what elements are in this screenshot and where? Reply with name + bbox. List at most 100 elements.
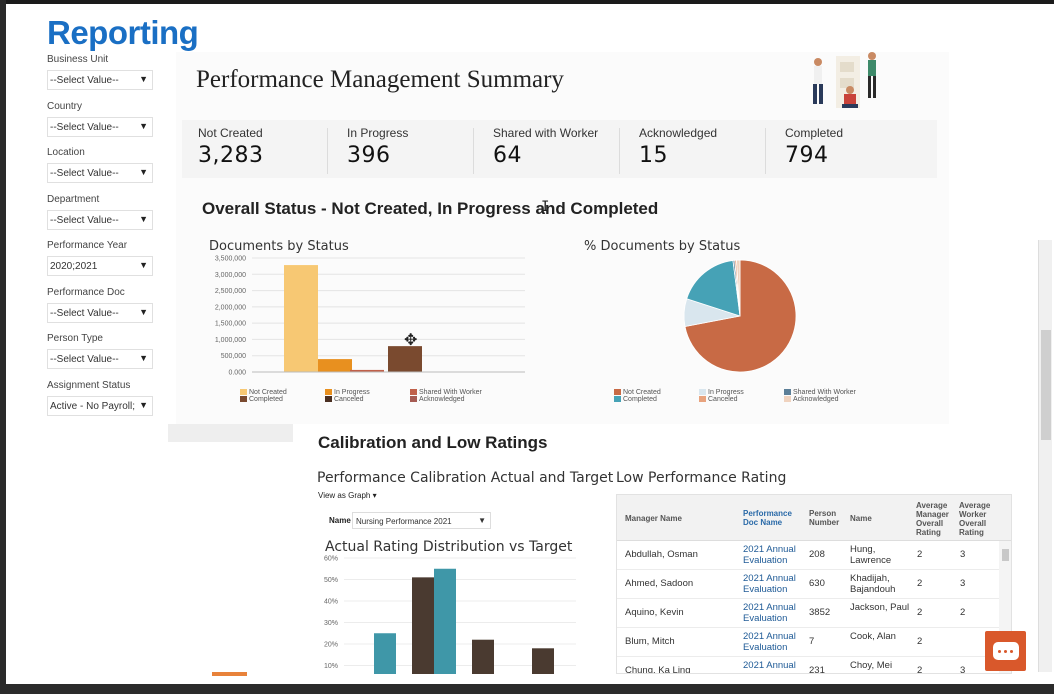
filter-select[interactable]: --Select Value-- ▼	[47, 209, 153, 230]
row-manager-name: Ahmed, Sadoon	[625, 578, 694, 589]
filter-label: Person Type	[47, 333, 103, 344]
chat-button[interactable]	[985, 631, 1026, 671]
filter-select-value: --Select Value--	[50, 214, 119, 226]
pie-chart-legend: Not Created In Progress Shared With Worker…	[614, 389, 884, 407]
table-row[interactable]: Aquino, Kevin 2021 Annual Evaluation 3852 J…	[617, 599, 1001, 628]
name-select[interactable]: Nursing Performance 2021 ▼	[352, 512, 491, 529]
row-performance-doc[interactable]: 2021 Annual Evaluation	[743, 544, 796, 566]
target-rating-bar[interactable]	[434, 568, 456, 674]
chevron-down-icon: ▼	[139, 306, 148, 317]
page-scrollbar[interactable]	[1038, 240, 1052, 672]
col-avg-worker-rating[interactable]: Average Worker Overall Rating	[959, 501, 991, 537]
col-avg-manager-rating[interactable]: Average Manager Overall Rating	[916, 501, 949, 537]
percent-docs-title: % Documents by Status	[584, 239, 741, 254]
bar-in-progress[interactable]	[318, 359, 352, 372]
filter-select[interactable]: 2020;2021 ▼	[47, 256, 153, 276]
filter-select[interactable]: --Select Value-- ▼	[47, 70, 153, 90]
row-worker-rating: 2	[960, 607, 966, 618]
table-row[interactable]: Ahmed, Sadoon 2021 Annual Evaluation 630 Kh…	[617, 570, 1001, 599]
view-as-value[interactable]: Graph	[348, 491, 371, 500]
row-manager-rating: 2	[917, 607, 923, 618]
chevron-down-icon: ▼	[139, 399, 148, 410]
chevron-down-icon: ▼	[478, 516, 486, 525]
row-person-name: Choy, Mei	[850, 660, 893, 671]
chevron-down-icon: ▼	[139, 74, 148, 84]
top-frame-bar	[0, 0, 1054, 4]
table-row[interactable]: Blum, Mitch 2021 Annual Evaluation 7 Cook, …	[617, 628, 1001, 657]
pie-slice-completed[interactable]	[686, 259, 741, 317]
bar-chart-legend: Not Created In Progress Shared With Worker…	[240, 389, 500, 407]
col-person-number[interactable]: Person Number	[809, 509, 840, 527]
bottom-frame-bar	[0, 684, 1054, 694]
row-person-number: 208	[809, 549, 825, 560]
kpi-separator	[473, 128, 474, 174]
y-tick-label: 50%	[324, 577, 338, 584]
kpi-tile: Shared with Worker 64	[493, 126, 633, 168]
filter-label: Location	[47, 147, 85, 158]
kpi-tile: Completed 794	[785, 126, 925, 168]
documents-by-status-chart[interactable]: 3,500,000 3,000,000 2,500,000 2,000,000 1,50…	[200, 252, 540, 384]
percent-documents-pie-chart[interactable]	[680, 258, 804, 374]
page-scroll-thumb[interactable]	[1041, 330, 1051, 440]
legend-label: Not Created	[249, 389, 287, 396]
actual-rating-bar[interactable]	[532, 648, 554, 674]
legend-swatch	[240, 389, 247, 396]
col-manager-name[interactable]: Manager Name	[625, 514, 682, 523]
filter-select[interactable]: --Select Value-- ▼	[47, 116, 153, 137]
legend-label: Completed	[623, 396, 657, 403]
kpi-label: Shared with Worker	[493, 126, 599, 140]
col-performance-doc-name[interactable]: Performance Doc Name	[743, 509, 792, 527]
y-tick-label: 500,000	[221, 353, 246, 360]
filter-select[interactable]: Active - No Payroll; ▼	[47, 395, 153, 416]
table-row[interactable]: Abdullah, Osman 2021 Annual Evaluation 208…	[617, 541, 1001, 570]
col-name[interactable]: Name	[850, 514, 872, 523]
row-manager-name: Chung, Ka Ling	[625, 665, 691, 674]
kpi-label: In Progress	[347, 126, 409, 140]
legend-label: Not Created	[623, 389, 661, 396]
row-person-name: Cook, Alan	[850, 631, 896, 642]
actual-rating-bar[interactable]	[472, 639, 494, 674]
row-performance-doc[interactable]: 2021 Annual	[743, 660, 796, 671]
row-person-name: Khadijah, Bajandouh	[850, 573, 896, 595]
pie-slice-acknowledged[interactable]	[736, 259, 741, 317]
page-title: Performance Management Summary	[196, 66, 564, 93]
table-row[interactable]: Chung, Ka Ling 2021 Annual 231 Choy, Mei 2 3	[617, 657, 1001, 674]
legend-item: Canceled	[325, 396, 364, 403]
row-manager-rating: 2	[917, 578, 923, 589]
bar-not-created[interactable]	[284, 265, 318, 372]
legend-item: Completed	[614, 396, 657, 403]
row-performance-doc[interactable]: 2021 Annual Evaluation	[743, 602, 796, 624]
filter-select[interactable]: --Select Value-- ▼	[47, 302, 153, 323]
row-worker-rating: 3	[960, 665, 966, 674]
row-performance-doc[interactable]: 2021 Annual Evaluation	[743, 573, 796, 595]
legend-label: Acknowledged	[793, 396, 839, 403]
rating-distribution-chart[interactable]: 60% 50% 40% 30% 20% 10%	[318, 552, 580, 674]
calibration-heading: Calibration and Low Ratings	[318, 433, 548, 452]
pie-slice-not-created[interactable]	[684, 259, 797, 373]
legend-label: In Progress	[334, 389, 370, 396]
bar-shared-with-worker[interactable]	[350, 369, 384, 372]
row-person-name: Hung, Lawrence	[850, 544, 892, 566]
target-rating-bar[interactable]	[374, 633, 396, 674]
faded-placeholder	[168, 424, 293, 442]
legend-item: Acknowledged	[784, 396, 839, 403]
view-as-control[interactable]: View as Graph ▾	[318, 491, 377, 500]
move-cursor-icon: ✥	[404, 332, 418, 349]
filter-select-value: Active - No Payroll;	[50, 400, 136, 412]
legend-swatch	[240, 396, 247, 403]
filter-select[interactable]: --Select Value-- ▼	[47, 349, 153, 369]
actual-rating-bar[interactable]	[412, 577, 434, 674]
kpi-tile: In Progress 396	[347, 126, 487, 168]
legend-item: Not Created	[614, 389, 661, 396]
row-manager-rating: 2	[917, 665, 923, 674]
bar-completed[interactable]	[388, 346, 422, 372]
calibration-area	[168, 424, 1048, 674]
table-scroll-thumb[interactable]	[1002, 549, 1009, 561]
row-worker-rating: 3	[960, 549, 966, 560]
filter-select[interactable]: --Select Value-- ▼	[47, 163, 153, 183]
chevron-down-icon: ▼	[139, 120, 148, 131]
row-performance-doc[interactable]: 2021 Annual Evaluation	[743, 631, 796, 653]
y-tick-label: 60%	[324, 556, 338, 563]
overall-status-heading: Overall Status - Not Created, In Progres…	[202, 199, 659, 218]
low-rating-table: Manager Name Performance Doc Name Person…	[616, 494, 1012, 674]
